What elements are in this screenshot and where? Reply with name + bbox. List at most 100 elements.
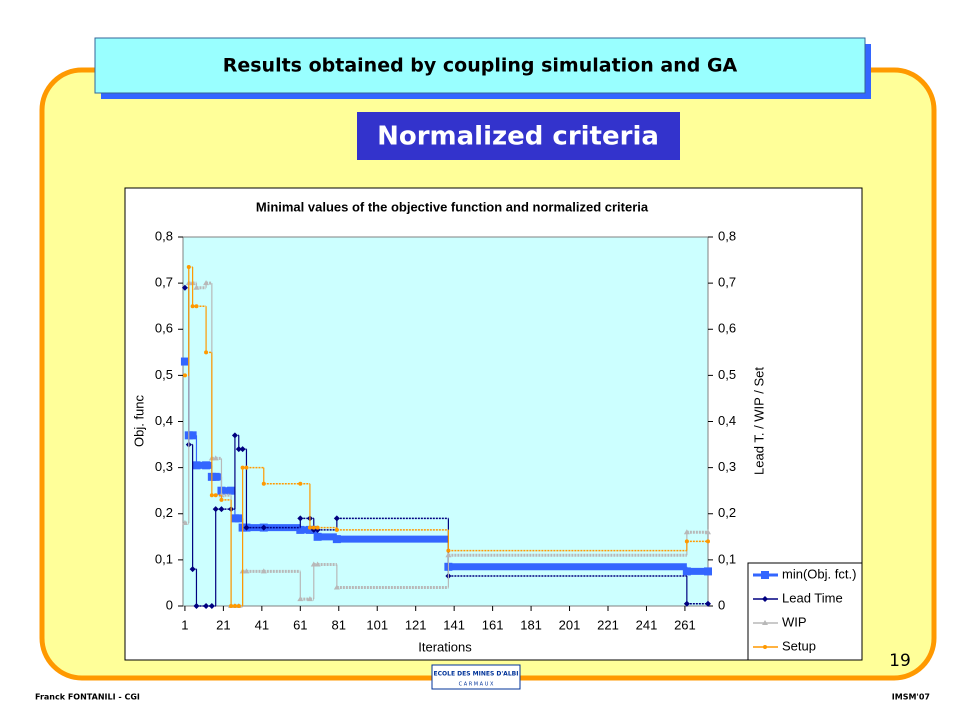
marker: [298, 481, 303, 486]
marker: [236, 604, 241, 608]
x-tick-label: 261: [674, 617, 696, 632]
legend-label: Lead Time: [782, 590, 843, 605]
marker: [212, 506, 219, 513]
y-tick-label: 0,8: [155, 228, 173, 243]
marker: [333, 515, 340, 522]
marker: [307, 525, 312, 530]
marker: [445, 552, 452, 558]
x-tick-label: 141: [443, 617, 465, 632]
x-tick-label: 201: [559, 617, 581, 632]
marker: [333, 584, 340, 590]
x-tick-label: 61: [293, 617, 307, 632]
y-tick-label: 0,5: [155, 367, 173, 382]
chart-title: Minimal values of the objective function…: [256, 199, 649, 214]
subtitle-box: [357, 112, 680, 160]
legend-label: Setup: [782, 638, 816, 653]
marker: [208, 603, 215, 609]
x-tick-label: 101: [366, 617, 388, 632]
legend-label: min(Obj. fct.): [782, 566, 856, 581]
y-axis-title: Obj. func: [131, 394, 146, 447]
marker: [194, 304, 199, 309]
y2-tick-label: 0,4: [718, 413, 736, 428]
x-tick-label: 241: [636, 617, 658, 632]
marker: [314, 561, 321, 567]
y2-tick-label: 0,8: [718, 228, 736, 243]
marker: [260, 524, 267, 531]
marker: [181, 284, 188, 291]
x-tick-label: 161: [482, 617, 504, 632]
header-box: [94, 37, 866, 94]
x-tick-label: 181: [520, 617, 542, 632]
marker: [682, 567, 691, 576]
x-axis-title: Iterations: [418, 639, 472, 654]
marker: [234, 514, 243, 523]
y2-tick-label: 0,5: [718, 367, 736, 382]
marker: [244, 465, 249, 470]
x-tick-label: 1: [181, 617, 188, 632]
legend-marker: [761, 571, 769, 579]
marker: [203, 280, 210, 286]
marker: [239, 446, 246, 453]
legend-marker: [762, 596, 768, 602]
marker: [260, 568, 267, 574]
marker: [193, 284, 200, 290]
subtitle: Normalized criteria: [377, 122, 659, 152]
legend-marker: [762, 620, 768, 625]
marker: [310, 561, 317, 567]
marker: [334, 527, 339, 532]
y2-tick-label: 0,7: [718, 275, 736, 290]
marker: [232, 604, 237, 608]
marker: [446, 548, 451, 553]
marker: [211, 472, 220, 481]
marker: [684, 539, 689, 544]
marker: [229, 604, 234, 608]
marker: [243, 524, 250, 531]
y2-tick-label: 0: [718, 597, 725, 612]
author: Franck FONTANILI - CGI: [35, 693, 140, 702]
x-tick-label: 121: [405, 617, 427, 632]
y-tick-label: 0,1: [155, 551, 173, 566]
marker: [313, 532, 322, 541]
header-title: Results obtained by coupling simulation …: [223, 55, 738, 77]
marker: [213, 493, 218, 498]
marker: [189, 566, 196, 573]
legend-marker: [763, 645, 767, 649]
conference: IMSM'07: [892, 693, 930, 702]
marker: [704, 567, 712, 576]
y-tick-label: 0,6: [155, 321, 173, 336]
y2-tick-label: 0,3: [718, 459, 736, 474]
marker: [705, 529, 711, 535]
marker: [227, 486, 236, 495]
marker: [315, 525, 320, 530]
y2-axis-title: Lead T. / WIP / Set: [751, 367, 766, 475]
marker: [180, 357, 189, 366]
marker: [219, 497, 224, 502]
marker: [306, 596, 313, 602]
y2-tick-label: 0,1: [718, 551, 736, 566]
y-tick-label: 0,4: [155, 413, 173, 428]
marker: [683, 600, 690, 607]
marker: [296, 525, 305, 534]
y-tick-label: 0,7: [155, 275, 173, 290]
marker: [182, 373, 187, 378]
legend-label: WIP: [782, 614, 807, 629]
marker: [193, 603, 200, 609]
logo-subtext: C A R M A U X: [459, 682, 494, 688]
marker: [235, 446, 242, 453]
x-tick-label: 21: [216, 617, 230, 632]
marker: [218, 506, 225, 513]
marker: [181, 519, 188, 525]
marker: [231, 432, 238, 439]
y2-tick-label: 0,6: [718, 321, 736, 336]
logo-box: [431, 664, 521, 690]
page-number: 19: [889, 651, 911, 671]
marker: [192, 461, 201, 470]
y-tick-label: 0: [166, 597, 173, 612]
marker: [261, 481, 266, 486]
marker: [190, 304, 195, 309]
logo-text: ECOLE DES MINES D'ALBI: [434, 671, 519, 678]
marker: [212, 455, 219, 461]
marker: [203, 603, 210, 609]
marker: [209, 493, 214, 498]
